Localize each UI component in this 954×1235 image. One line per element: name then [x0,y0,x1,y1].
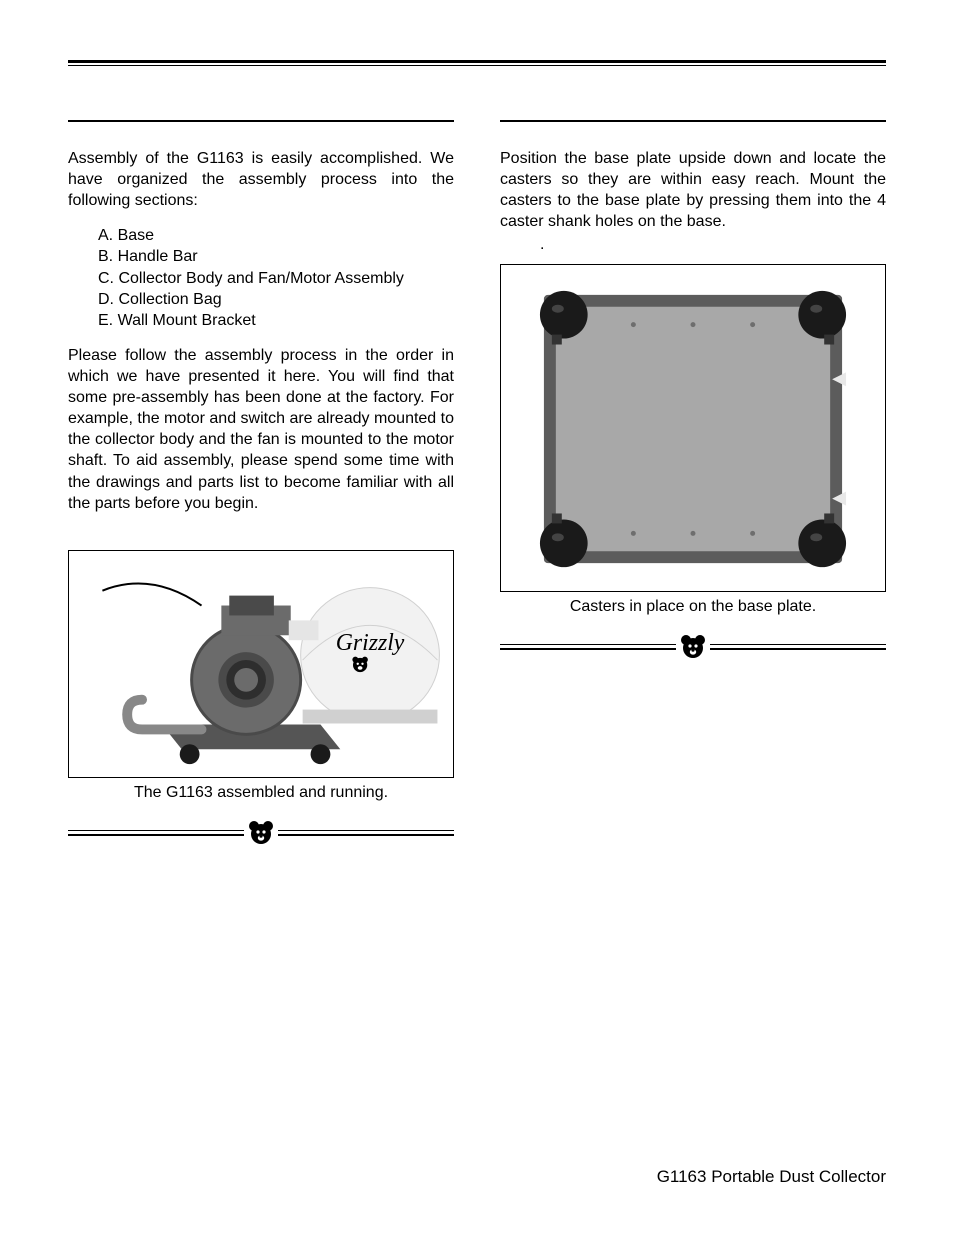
list-item: C. Collector Body and Fan/Motor Assembly [98,268,454,289]
intro-paragraph: Assembly of the G1163 is easily accompli… [68,148,454,211]
bear-head-icon [246,818,276,848]
dust-collector-photo: Grizzly [69,551,453,777]
right-figure [500,264,886,592]
figure-caption: Casters in place on the base plate. [500,598,886,616]
list-item: E. Wall Mount Bracket [98,310,454,331]
bear-head-icon [678,632,708,662]
divider-line-right [710,644,886,650]
section-divider [68,818,454,848]
section-list: A. Base B. Handle Bar C. Collector Body … [68,225,454,331]
list-item: D. Collection Bag [98,289,454,310]
svg-text:Grizzly: Grizzly [336,630,405,656]
right-column: Position the base plate upside down and … [500,120,886,848]
divider-line-left [68,830,244,836]
left-column: Assembly of the G1163 is easily accompli… [68,120,454,848]
base-plate-photo [501,265,885,591]
section-divider [500,632,886,662]
two-column-layout: Assembly of the G1163 is easily accompli… [68,120,886,848]
column-rule [68,120,454,122]
page-footer: G1163 Portable Dust Collector [657,1167,886,1187]
figure-caption: The G1163 assembled and running. [68,784,454,802]
list-item: B. Handle Bar [98,246,454,267]
column-rule [500,120,886,122]
top-rule [68,60,886,66]
follow-paragraph: Please follow the assembly process in th… [68,345,454,514]
left-figure: Grizzly [68,550,454,778]
list-item: A. Base [98,225,454,246]
stray-period: . [500,236,886,254]
intro-paragraph: Position the base plate upside down and … [500,148,886,232]
manual-page: Assembly of the G1163 is easily accompli… [0,0,954,1235]
divider-line-left [500,644,676,650]
divider-line-right [278,830,454,836]
